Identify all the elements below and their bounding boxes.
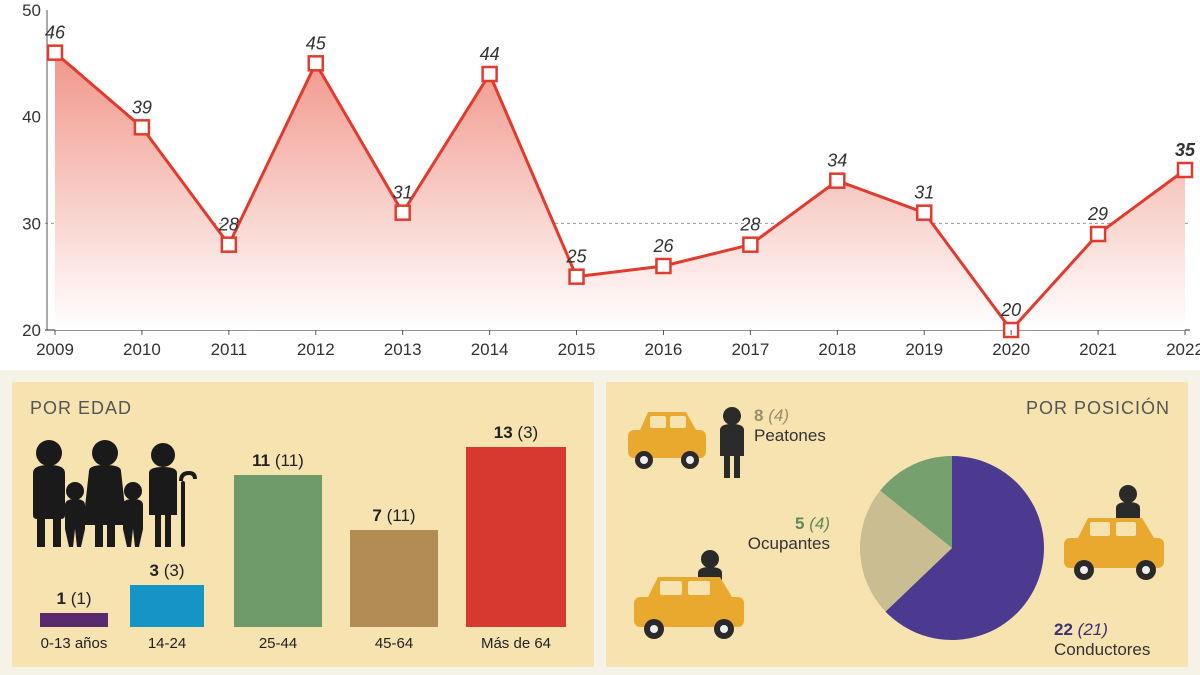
value-label: 39 bbox=[132, 97, 152, 117]
x-tick: 2018 bbox=[818, 340, 856, 359]
edad-bar: 1 (1)0-13 años bbox=[40, 613, 108, 627]
marker bbox=[135, 120, 149, 134]
x-tick: 2010 bbox=[123, 340, 161, 359]
value-label: 26 bbox=[652, 236, 674, 256]
marker bbox=[1178, 163, 1192, 177]
edad-bar-label: 45-64 bbox=[350, 627, 438, 652]
x-tick: 2016 bbox=[645, 340, 683, 359]
y-tick: 20 bbox=[22, 321, 41, 340]
marker bbox=[483, 67, 497, 81]
marker bbox=[830, 174, 844, 188]
edad-bar-label: 14-24 bbox=[130, 627, 204, 652]
pos-panel: POR POSICIÓN bbox=[606, 382, 1188, 667]
value-label: 46 bbox=[45, 23, 66, 43]
value-label: 28 bbox=[218, 215, 239, 235]
value-label: 25 bbox=[566, 247, 588, 267]
marker bbox=[743, 238, 757, 252]
edad-bar: 13 (3)Más de 64 bbox=[466, 447, 566, 627]
edad-bar: 11 (11)25-44 bbox=[234, 475, 322, 627]
bottom-row: POR EDAD bbox=[0, 370, 1200, 667]
value-label: 28 bbox=[739, 215, 760, 235]
area-fill bbox=[55, 53, 1185, 330]
edad-bar-value: 13 (3) bbox=[466, 423, 566, 443]
x-tick: 2017 bbox=[731, 340, 769, 359]
x-tick: 2019 bbox=[905, 340, 943, 359]
edad-bar-label: 0-13 años bbox=[40, 627, 108, 652]
peatones-value: 8 bbox=[754, 406, 763, 425]
edad-bar-value: 7 (11) bbox=[350, 506, 438, 526]
edad-bar-label: Más de 64 bbox=[466, 627, 566, 652]
line-chart-panel: 20 30 40 5046 2009 39 2010 28 2011 45 2012 31 2013 44… bbox=[0, 0, 1200, 370]
edad-bar-value: 1 (1) bbox=[40, 589, 108, 609]
value-label: 34 bbox=[827, 151, 847, 171]
edad-panel: POR EDAD bbox=[12, 382, 594, 667]
marker bbox=[309, 56, 323, 70]
marker bbox=[570, 270, 584, 284]
conductores-paren: (21) bbox=[1078, 620, 1108, 639]
x-tick: 2022 bbox=[1166, 340, 1200, 359]
x-tick: 2021 bbox=[1079, 340, 1117, 359]
legend-ocupantes: 5 (4) Ocupantes bbox=[710, 514, 830, 553]
y-tick: 50 bbox=[22, 1, 41, 20]
legend-peatones: 8 (4) Peatones bbox=[754, 406, 826, 445]
y-tick: 40 bbox=[22, 108, 41, 127]
edad-bar: 7 (11)45-64 bbox=[350, 530, 438, 627]
marker bbox=[1091, 227, 1105, 241]
peatones-paren: (4) bbox=[768, 406, 789, 425]
x-tick: 2014 bbox=[471, 340, 509, 359]
value-label: 29 bbox=[1087, 204, 1108, 224]
value-label: 35 bbox=[1175, 140, 1196, 160]
edad-bars: 1 (1)0-13 años3 (3)14-2411 (11)25-447 (1… bbox=[12, 382, 594, 667]
value-label: 20 bbox=[1000, 300, 1021, 320]
marker bbox=[396, 206, 410, 220]
ocupantes-paren: (4) bbox=[809, 514, 830, 533]
marker bbox=[917, 206, 931, 220]
conductores-value: 22 bbox=[1054, 620, 1073, 639]
value-label: 45 bbox=[306, 33, 327, 53]
conductores-label: Conductores bbox=[1054, 640, 1150, 659]
x-tick: 2012 bbox=[297, 340, 335, 359]
value-label: 31 bbox=[393, 183, 413, 203]
edad-bar-value: 11 (11) bbox=[234, 451, 322, 471]
edad-bar-label: 25-44 bbox=[234, 627, 322, 652]
peatones-label: Peatones bbox=[754, 426, 826, 445]
x-tick: 2020 bbox=[992, 340, 1030, 359]
edad-bar-value: 3 (3) bbox=[130, 561, 204, 581]
edad-bar: 3 (3)14-24 bbox=[130, 585, 204, 627]
marker bbox=[48, 46, 62, 60]
y-tick: 30 bbox=[22, 214, 41, 233]
marker bbox=[656, 259, 670, 273]
value-label: 44 bbox=[480, 44, 500, 64]
line-chart-svg: 20 30 40 5046 2009 39 2010 28 2011 45 2012 31 2013 44… bbox=[0, 0, 1200, 370]
value-label: 31 bbox=[914, 183, 934, 203]
x-tick: 2013 bbox=[384, 340, 422, 359]
legend-conductores: 22 (21) Conductores bbox=[1054, 620, 1150, 659]
marker bbox=[222, 238, 236, 252]
x-tick: 2009 bbox=[36, 340, 74, 359]
x-tick: 2015 bbox=[558, 340, 596, 359]
ocupantes-label: Ocupantes bbox=[748, 534, 830, 553]
ocupantes-value: 5 bbox=[795, 514, 804, 533]
x-tick: 2011 bbox=[211, 340, 248, 359]
